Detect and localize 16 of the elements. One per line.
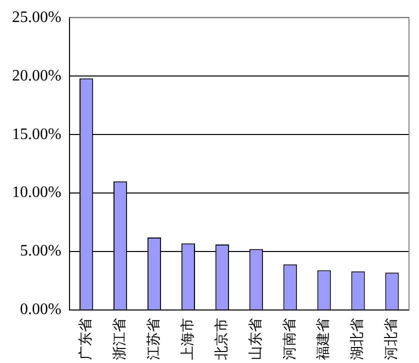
x-tick-label: 浙江省 [112, 318, 128, 360]
y-tick-label: 5.00% [20, 242, 62, 260]
y-tick-label: 15.00% [12, 126, 62, 143]
x-tick-label: 山东省 [248, 318, 264, 360]
x-tick-label: 上海市 [180, 318, 196, 360]
x-tick-label: 福建省 [316, 318, 332, 360]
y-tick-label: 10.00% [12, 184, 62, 202]
x-tick-label: 河北省 [384, 318, 400, 360]
x-tick-label: 广东省 [78, 318, 94, 360]
y-tick-label: 20.00% [12, 67, 62, 84]
x-tick-label: 湖北省 [350, 318, 366, 360]
x-tick-label: 江苏省 [146, 318, 162, 360]
y-tick-label: 25.00% [12, 8, 62, 26]
x-tick-label: 北京市 [214, 318, 230, 360]
y-tick-label: 0.00% [20, 301, 62, 318]
x-tick-label: 河南省 [282, 318, 298, 360]
